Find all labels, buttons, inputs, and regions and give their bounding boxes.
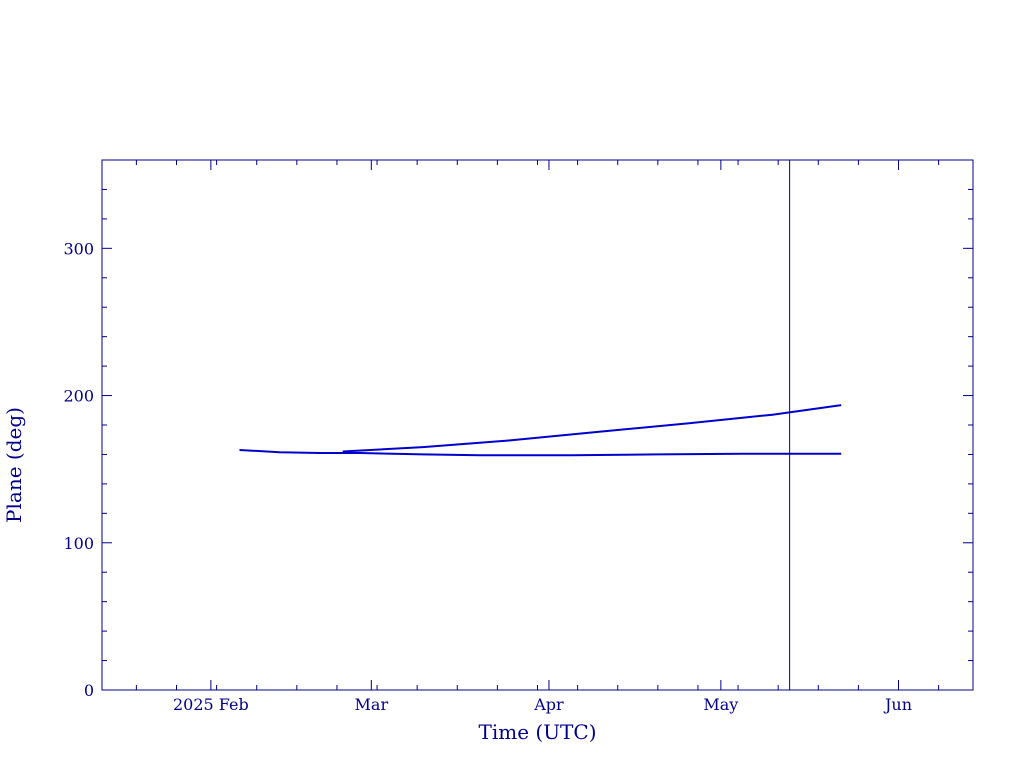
x-tick-label: Apr: [533, 695, 564, 714]
y-tick-label: 300: [63, 239, 94, 258]
x-axis-ticks: 2025 Feb Mar Apr May Jun: [135, 160, 940, 714]
series-line-2: [342, 404, 842, 453]
series-layer: [239, 404, 842, 457]
y-tick-label: 100: [63, 534, 94, 553]
plot-frame: [101, 159, 974, 691]
x-tick-label: 2025 Feb: [173, 695, 249, 714]
x-axis-label: Time (UTC): [479, 720, 597, 744]
x-tick-label: May: [703, 695, 738, 714]
y-axis-label: Plane (deg): [2, 407, 26, 523]
y-tick-label: 200: [63, 387, 94, 406]
x-tick-label: Mar: [355, 695, 389, 714]
x-tick-label: Jun: [883, 695, 912, 714]
y-axis-ticks: 0 100 200 300: [63, 159, 973, 700]
series-line-1: [239, 449, 842, 457]
y-tick-label: 0: [84, 681, 94, 700]
